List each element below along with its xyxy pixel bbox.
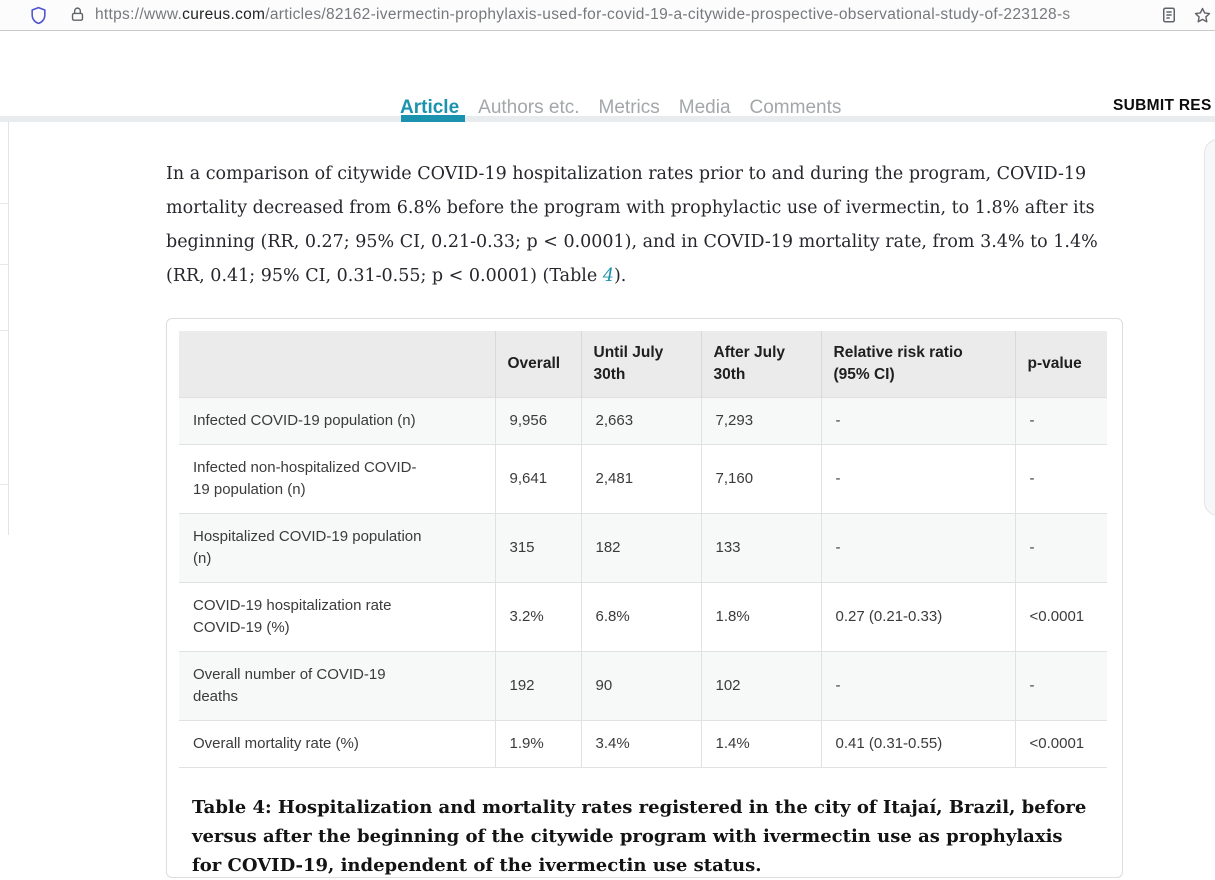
url-prefix: https://www. bbox=[95, 6, 183, 23]
value-cell: 7,160 bbox=[700, 444, 821, 514]
table-4-link[interactable]: 4 bbox=[602, 266, 614, 286]
tab-authors[interactable]: Authors etc. bbox=[478, 97, 580, 118]
https-lock-icon[interactable] bbox=[69, 6, 86, 28]
left-edge-divider bbox=[0, 203, 8, 204]
table-row: Overall number of COVID-19 deaths 192 90… bbox=[179, 651, 1107, 721]
table-row: Overall mortality rate (%) 1.9% 3.4% 1.4… bbox=[179, 720, 1107, 768]
header-overall: Overall bbox=[494, 331, 581, 398]
header-until-july: Until July 30th bbox=[580, 331, 701, 398]
row-label-cell: Infected non-hospitalized COVID-19 popul… bbox=[179, 444, 495, 514]
table-row: Hospitalized COVID-19 population (n) 315… bbox=[179, 513, 1107, 583]
row-label-cell: Overall number of COVID-19 deaths bbox=[179, 651, 495, 721]
value-cell: <0.0001 bbox=[1014, 582, 1107, 652]
value-cell: 102 bbox=[700, 651, 821, 721]
browser-url-bar: https://www.cureus.com/articles/82162-iv… bbox=[0, 0, 1215, 31]
value-cell: 0.27 (0.21-0.33) bbox=[820, 582, 1015, 652]
content-card-left-border bbox=[8, 122, 9, 535]
value-cell: 90 bbox=[580, 651, 701, 721]
value-cell: 7,293 bbox=[700, 397, 821, 445]
left-edge-divider bbox=[0, 330, 8, 331]
table-row: COVID-19 hospitalization rate COVID-19 (… bbox=[179, 582, 1107, 652]
value-cell: 3.2% bbox=[494, 582, 581, 652]
url-domain: cureus.com bbox=[182, 6, 266, 23]
value-cell: 9,641 bbox=[494, 444, 581, 514]
table-4-card: Overall Until July 30th After July 30th … bbox=[166, 318, 1123, 878]
table-header-row: Overall Until July 30th After July 30th … bbox=[179, 331, 1107, 398]
value-cell: 192 bbox=[494, 651, 581, 721]
table-row: Infected COVID-19 population (n) 9,956 2… bbox=[179, 397, 1107, 445]
value-cell: 1.4% bbox=[700, 720, 821, 768]
bookmark-star-icon[interactable] bbox=[1193, 6, 1212, 30]
value-cell: 2,663 bbox=[580, 397, 701, 445]
row-label-cell: Overall mortality rate (%) bbox=[179, 720, 495, 768]
table-4-caption: Table 4: Hospitalization and mortality r… bbox=[192, 793, 1097, 880]
value-cell: 2,481 bbox=[580, 444, 701, 514]
table-4: Overall Until July 30th After July 30th … bbox=[179, 331, 1107, 768]
value-cell: 9,956 bbox=[494, 397, 581, 445]
tracking-protection-shield-icon[interactable] bbox=[29, 6, 48, 30]
left-edge-divider bbox=[0, 484, 8, 485]
site-header: Article Authors etc. Metrics Media Comme… bbox=[0, 31, 1215, 119]
tab-comments[interactable]: Comments bbox=[749, 97, 842, 118]
article-nav-tabs: Article Authors etc. Metrics Media Comme… bbox=[400, 97, 841, 119]
value-cell: <0.0001 bbox=[1014, 720, 1107, 768]
article-paragraph: In a comparison of citywide COVID-19 hos… bbox=[166, 157, 1124, 293]
value-cell: - bbox=[820, 444, 1015, 514]
value-cell: 0.41 (0.31-0.55) bbox=[820, 720, 1015, 768]
row-label-cell: COVID-19 hospitalization rate COVID-19 (… bbox=[179, 582, 495, 652]
value-cell: 133 bbox=[700, 513, 821, 583]
address-url[interactable]: https://www.cureus.com/articles/82162-iv… bbox=[95, 0, 1153, 30]
caption-text: Hospitalization and mortality rates regi… bbox=[192, 797, 1087, 876]
value-cell: - bbox=[820, 651, 1015, 721]
reader-mode-icon[interactable] bbox=[1160, 6, 1178, 29]
value-cell: 1.9% bbox=[494, 720, 581, 768]
row-label-cell: Hospitalized COVID-19 population (n) bbox=[179, 513, 495, 583]
header-empty-cell bbox=[179, 331, 495, 398]
value-cell: 315 bbox=[494, 513, 581, 583]
submit-research-button[interactable]: SUBMIT RES bbox=[1113, 97, 1212, 114]
tab-article[interactable]: Article bbox=[400, 97, 460, 118]
row-label-cell: Infected COVID-19 population (n) bbox=[179, 397, 495, 445]
header-divider-band bbox=[0, 116, 1215, 122]
left-edge-divider bbox=[0, 264, 8, 265]
value-cell: - bbox=[820, 397, 1015, 445]
value-cell: - bbox=[1014, 651, 1107, 721]
value-cell: 6.8% bbox=[580, 582, 701, 652]
value-cell: - bbox=[820, 513, 1015, 583]
value-cell: 3.4% bbox=[580, 720, 701, 768]
url-fade-overlay bbox=[1063, 1, 1155, 29]
tab-metrics[interactable]: Metrics bbox=[598, 97, 660, 118]
value-cell: - bbox=[1014, 444, 1107, 514]
caption-label: Table 4: bbox=[192, 797, 278, 818]
paragraph-text-end: ). bbox=[613, 266, 627, 286]
header-rrr: Relative risk ratio (95% CI) bbox=[820, 331, 1015, 398]
tab-media[interactable]: Media bbox=[678, 97, 731, 118]
value-cell: 1.8% bbox=[700, 582, 821, 652]
value-cell: - bbox=[1014, 397, 1107, 445]
header-after-july: After July 30th bbox=[700, 331, 821, 398]
floating-side-widget[interactable] bbox=[1204, 139, 1215, 516]
active-tab-underline bbox=[401, 115, 465, 122]
table-row: Infected non-hospitalized COVID-19 popul… bbox=[179, 444, 1107, 514]
header-pvalue: p-value bbox=[1014, 331, 1107, 398]
value-cell: - bbox=[1014, 513, 1107, 583]
value-cell: 182 bbox=[580, 513, 701, 583]
paragraph-text: In a comparison of citywide COVID-19 hos… bbox=[166, 164, 1098, 286]
url-path: /articles/82162-ivermectin-prophylaxis-u… bbox=[265, 6, 1071, 23]
